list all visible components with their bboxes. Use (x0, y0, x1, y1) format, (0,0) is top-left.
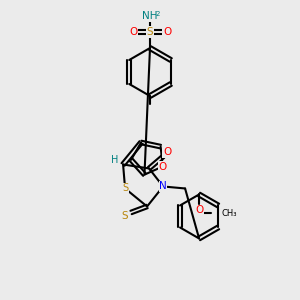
Text: O: O (163, 27, 171, 37)
Text: CH₃: CH₃ (221, 209, 237, 218)
Text: NH: NH (142, 11, 158, 21)
Text: S: S (122, 212, 128, 221)
Text: O: O (163, 148, 171, 158)
Text: O: O (195, 206, 203, 215)
Text: 2: 2 (156, 11, 160, 17)
Text: S: S (147, 27, 153, 37)
Text: N: N (159, 182, 167, 191)
Text: S: S (122, 184, 128, 194)
Text: O: O (159, 161, 167, 172)
Text: O: O (129, 27, 137, 37)
Text: H: H (111, 155, 119, 166)
